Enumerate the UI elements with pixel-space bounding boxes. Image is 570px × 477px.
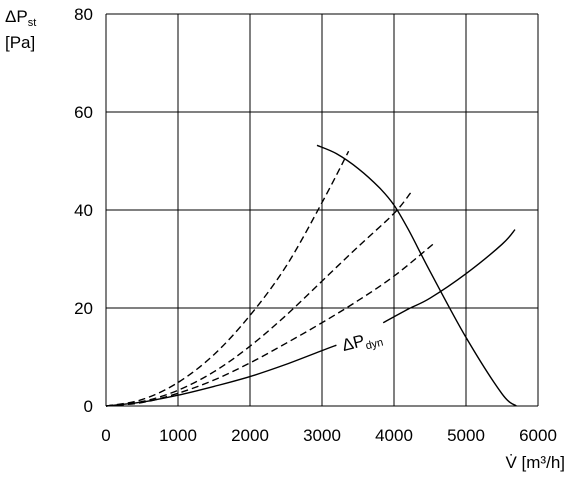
y-axis-label-line2: [Pa] [5, 33, 35, 52]
y-tick-label-4: 80 [74, 5, 93, 24]
series-line-0 [316, 144, 517, 407]
y-tick-labels: 0 20 40 60 80 [74, 5, 93, 416]
x-tick-label-5: 5000 [447, 426, 485, 445]
x-tick-label-1: 1000 [159, 426, 197, 445]
y-tick-label-3: 60 [74, 103, 93, 122]
x-axis-label: V̇ [m³/h] [505, 453, 565, 472]
y-tick-label-0: 0 [84, 397, 93, 416]
x-tick-label-6: 6000 [519, 426, 557, 445]
y-tick-label-1: 20 [74, 299, 93, 318]
curves [105, 144, 517, 407]
series-line-4 [105, 192, 412, 407]
series-line-3 [105, 150, 350, 407]
series-line-1 [105, 344, 337, 407]
annotation-label-0: ΔPdyn [340, 327, 385, 358]
y-tick-label-2: 40 [74, 201, 93, 220]
x-tick-labels: 0 1000 2000 3000 4000 5000 6000 [101, 426, 557, 445]
y-axis-label-line1: ΔPst [5, 7, 36, 29]
annotations: ΔPdyn [340, 327, 385, 358]
x-tick-label-3: 3000 [303, 426, 341, 445]
series-line-5 [105, 243, 434, 407]
series-line-2 [382, 229, 516, 324]
grid-lines [105, 13, 539, 407]
x-tick-label-2: 2000 [231, 426, 269, 445]
x-tick-label-4: 4000 [375, 426, 413, 445]
x-tick-label-0: 0 [101, 426, 110, 445]
